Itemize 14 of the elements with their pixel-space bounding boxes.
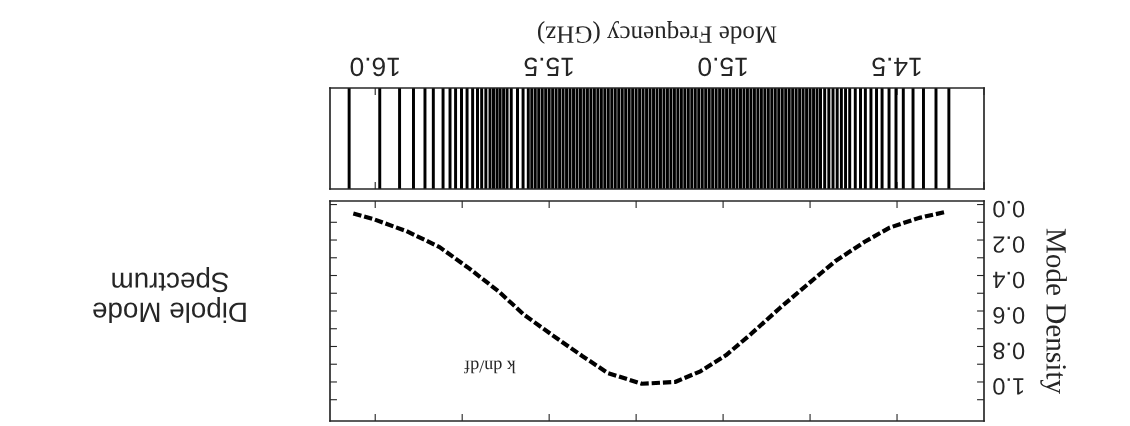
y-tick-label: 0.2 <box>993 236 1025 253</box>
x-tick-label: 14.5 <box>872 57 921 76</box>
x-tick-label: 15.0 <box>698 57 747 77</box>
text: Dipole Mode Spectrum <box>93 267 246 323</box>
x-axis-title: Mode Frequency (GHz) <box>538 21 777 44</box>
y-tick-label: 1.0 <box>993 378 1024 395</box>
y-tick-label: 0.6 <box>993 307 1025 324</box>
y-axis-title: Mode Density <box>1040 228 1067 394</box>
y-tick-label: 0.8 <box>993 342 1025 360</box>
y-tick-label: 0.4 <box>993 271 1025 289</box>
annotation: k dn/df <box>464 360 516 374</box>
y-tick-label: 0.0 <box>993 200 1025 218</box>
x-tick-label: 16.0 <box>350 57 399 77</box>
x-tick-label: 15.5 <box>524 57 573 76</box>
